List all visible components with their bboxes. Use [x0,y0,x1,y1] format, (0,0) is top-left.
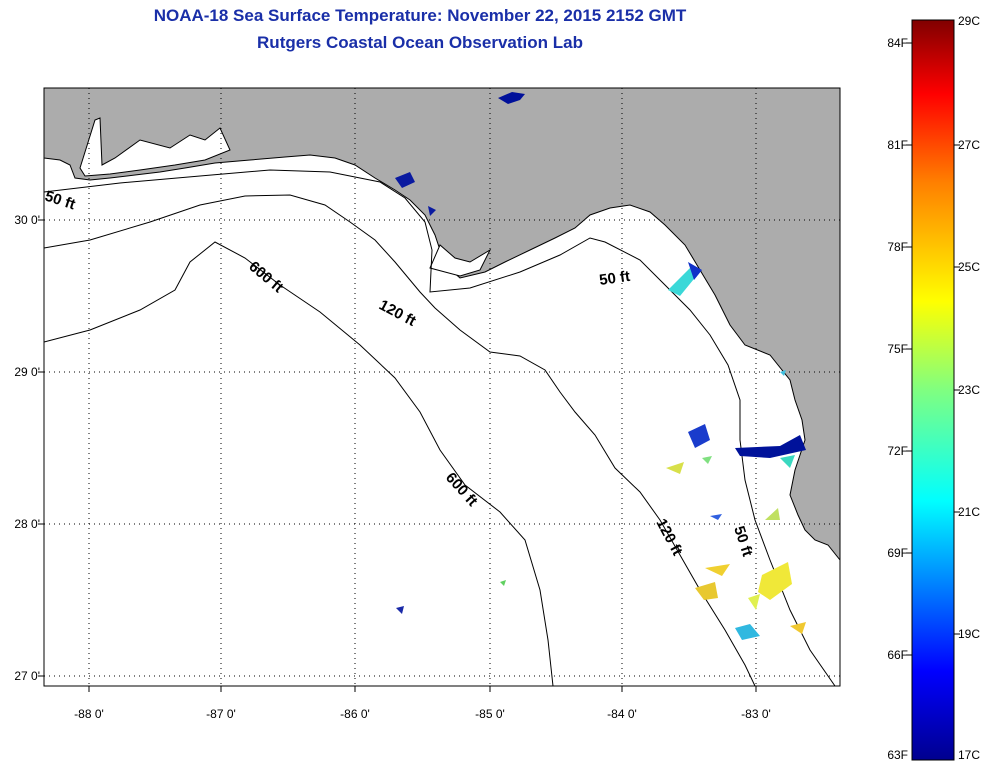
sst-patch [395,172,415,188]
lat-tick-label: 29 0' [14,365,40,379]
colorbar-f-label: 72F [887,444,908,458]
colorbar-c-label: 29C [958,14,981,28]
contour-label: 50 ft [598,268,631,289]
sst-patch [710,514,722,520]
sst-patch [758,562,792,600]
sst-patch [688,262,702,280]
colorbar-f-label: 78F [887,240,908,254]
contour-600ft [44,241,554,686]
lon-tick-label: -85 0' [475,707,505,721]
contour-50ft [44,169,836,686]
lon-tick-label: -86 0' [340,707,370,721]
lon-tick-label: -83 0' [741,707,771,721]
sst-patch [780,455,795,468]
sst-patch [765,508,780,520]
sst-patch [705,564,730,576]
axis-ticks [38,219,757,692]
bay-water [79,117,231,177]
colorbar-c-label: 25C [958,260,981,274]
lon-tick-label: -84 0' [607,707,637,721]
land-mass [44,88,840,561]
sst-patch [702,456,712,464]
sst-patch [396,606,404,614]
colorbar [911,19,955,761]
sst-patch [668,268,698,296]
colorbar-f-label: 63F [887,748,908,762]
colorbar-c-label: 27C [958,138,981,152]
sst-patch [748,594,760,610]
colorbar-f-label: 75F [887,342,908,356]
sst-patches [395,92,806,640]
contour-120ft [44,194,756,686]
lon-tick-label: -88 0' [74,707,104,721]
map-frame [43,87,841,687]
colorbar-f-label: 69F [887,546,908,560]
sst-patch [500,580,506,586]
sst-patch [735,624,760,640]
colorbar-f-label: 84F [887,36,908,50]
lat-tick-label: 30 0' [14,213,40,227]
sst-patch [688,424,710,448]
colorbar-c-label: 21C [958,505,981,519]
sst-patch [695,582,718,600]
lat-tick-label: 28 0' [14,517,40,531]
colorbar-c-label: 19C [958,627,981,641]
sst-patch [666,462,684,474]
apalachee-bay-water [429,244,492,277]
lon-tick-label: -87 0' [206,707,236,721]
sst-patch [428,206,436,216]
colorbar-f-label: 81F [887,138,908,152]
lat-tick-label: 27 0' [14,669,40,683]
map-subtitle: Rutgers Coastal Ocean Observation Lab [257,33,583,52]
map-title: NOAA-18 Sea Surface Temperature: Novembe… [153,6,687,25]
colorbar-f-label: 66F [887,648,908,662]
colorbar-ticks [906,42,960,656]
colorbar-c-label: 17C [958,748,981,762]
colorbar-c-label: 23C [958,383,981,397]
sst-patch [780,370,786,376]
sst-patch [790,622,806,634]
sst-patch [498,92,525,104]
sst-patch [735,435,806,458]
